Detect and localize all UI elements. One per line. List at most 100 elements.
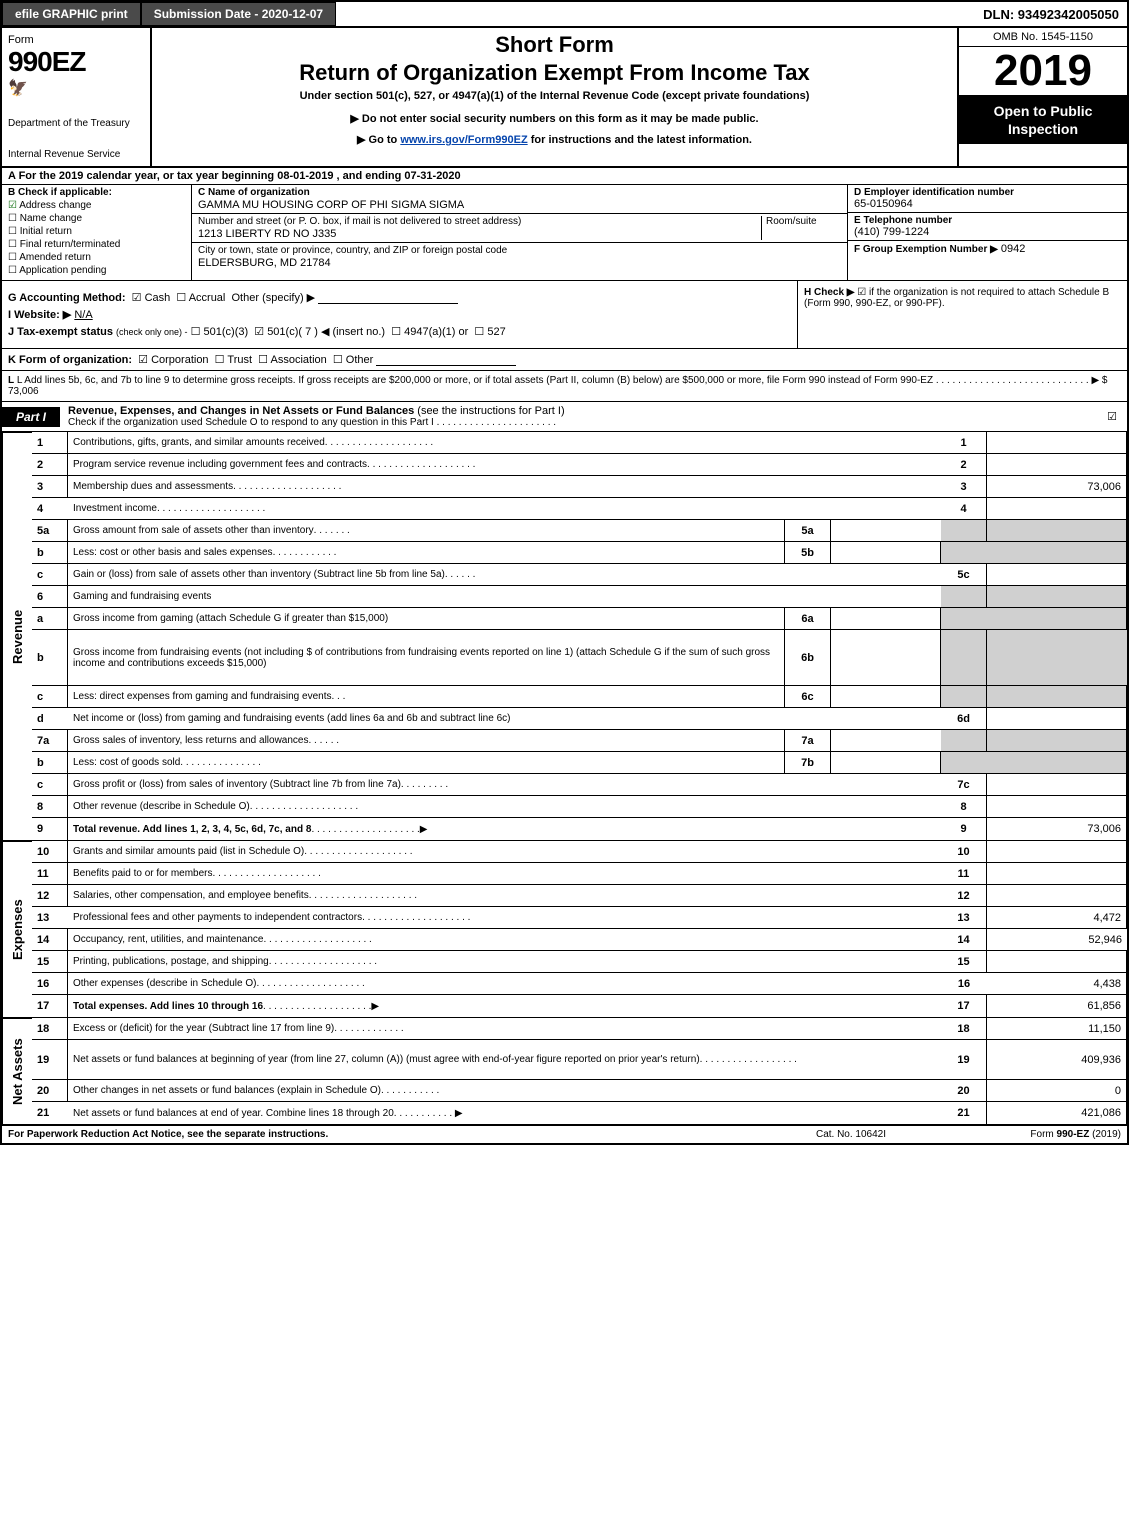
k-other[interactable]: Other [346, 354, 374, 366]
line-7a-shade1 [941, 730, 987, 752]
form-header: Form 990EZ 🦅 Department of the Treasury … [2, 28, 1127, 168]
topbar: efile GRAPHIC print Submission Date - 20… [2, 2, 1127, 28]
line-21-desc: Net assets or fund balances at end of ye… [68, 1102, 941, 1124]
d-ein-label: D Employer identification number [854, 187, 1121, 198]
line-19-desc: Net assets or fund balances at beginning… [68, 1040, 941, 1080]
line-9-desc: Total revenue. Add lines 1, 2, 3, 4, 5c,… [68, 818, 941, 840]
chk-application-pending[interactable]: Application pending [8, 265, 185, 276]
j-sub: (check only one) - [116, 327, 188, 337]
chk-address-change[interactable]: Address change [8, 200, 185, 211]
efile-print-button[interactable]: efile GRAPHIC print [2, 2, 141, 26]
f-group-label: F Group Exemption Number ▶ [854, 244, 998, 255]
line-7b-amt [831, 752, 941, 774]
form-word: Form [8, 34, 144, 46]
line-17-amt: 61,856 [987, 995, 1127, 1017]
line-7c-rn: 7c [941, 774, 987, 796]
j-501c3[interactable]: 501(c)(3) [204, 326, 249, 338]
chk-final-return[interactable]: Final return/terminated [8, 239, 185, 250]
j-tax-exempt: J Tax-exempt status (check only one) - ☐… [8, 325, 791, 338]
under-section: Under section 501(c), 527, or 4947(a)(1)… [158, 90, 951, 102]
dept-label: Department of the Treasury [8, 118, 144, 129]
line-17-num: 17 [32, 995, 68, 1017]
submission-date-button[interactable]: Submission Date - 2020-12-07 [141, 2, 336, 26]
line-8-num: 8 [32, 796, 68, 818]
line-5c-desc: Gain or (loss) from sale of assets other… [68, 564, 941, 586]
col-b-checkboxes: B Check if applicable: Address change Na… [2, 185, 192, 280]
line-15-rn: 15 [941, 951, 987, 973]
line-12-desc: Salaries, other compensation, and employ… [68, 885, 941, 907]
part-i-title-text: Revenue, Expenses, and Changes in Net As… [68, 405, 414, 417]
line-21-num: 21 [32, 1102, 68, 1124]
irs-seal-icon: 🦅 [8, 78, 144, 98]
line-3-desc: Membership dues and assessments [68, 476, 941, 498]
line-5b-amt [831, 542, 941, 564]
j-527[interactable]: 527 [487, 326, 505, 338]
line-12-rn: 12 [941, 885, 987, 907]
line-6a-sn: 6a [785, 608, 831, 630]
line-4-rn: 4 [941, 498, 987, 520]
j-label: J Tax-exempt status [8, 326, 113, 338]
footer-r-form: 990-EZ [1057, 1129, 1090, 1140]
goto-pre: ▶ Go to [357, 134, 400, 146]
line-13-rn: 13 [941, 907, 987, 929]
g-other-input[interactable] [318, 292, 458, 304]
line-1-num: 1 [32, 432, 68, 454]
chk-name-change[interactable]: Name change [8, 213, 185, 224]
part-i-title-sub: (see the instructions for Part I) [417, 405, 564, 417]
irs-label: Internal Revenue Service [8, 149, 144, 160]
row-a-end: 07-31-2020 [404, 170, 460, 182]
line-7b-shade2 [987, 752, 1127, 774]
k-corp[interactable]: Corporation [151, 354, 208, 366]
line-18-rn: 18 [941, 1018, 987, 1040]
goto-post: for instructions and the latest informat… [528, 134, 752, 146]
line-5a-shade2 [987, 520, 1127, 542]
line-15-num: 15 [32, 951, 68, 973]
line-4-num: 4 [32, 498, 68, 520]
line-10-desc: Grants and similar amounts paid (list in… [68, 841, 941, 863]
part-i-checkbox[interactable]: ☑ [1097, 410, 1127, 423]
f-group: F Group Exemption Number ▶ 0942 [848, 241, 1127, 280]
line-14-num: 14 [32, 929, 68, 951]
k-trust[interactable]: Trust [227, 354, 252, 366]
line-17-desc: Total expenses. Add lines 10 through 16 … [68, 995, 941, 1017]
omb-number: OMB No. 1545-1150 [959, 28, 1127, 47]
chk-amended-return[interactable]: Amended return [8, 252, 185, 263]
col-g: G Accounting Method: ☑ Cash ☐ Accrual Ot… [2, 281, 797, 348]
line-9-num: 9 [32, 818, 68, 840]
header-center: Short Form Return of Organization Exempt… [152, 28, 957, 166]
line-6a-shade2 [987, 608, 1127, 630]
k-assoc[interactable]: Association [271, 354, 327, 366]
line-13-amt: 4,472 [987, 907, 1127, 929]
line-7b-desc: Less: cost of goods sold . . . . . . . .… [68, 752, 785, 774]
line-7a-sn: 7a [785, 730, 831, 752]
irs-link[interactable]: www.irs.gov/Form990EZ [400, 134, 527, 146]
line-7a-desc: Gross sales of inventory, less returns a… [68, 730, 785, 752]
ssn-warning: ▶ Do not enter social security numbers o… [158, 112, 951, 125]
line-11-desc: Benefits paid to or for members [68, 863, 941, 885]
line-9-amt: 73,006 [987, 818, 1127, 840]
line-7c-num: c [32, 774, 68, 796]
line-13-num: 13 [32, 907, 68, 929]
line-2-desc: Program service revenue including govern… [68, 454, 941, 476]
line-6b-sn: 6b [785, 630, 831, 686]
j-501c[interactable]: 501(c)( 7 ) ◀ (insert no.) [267, 326, 385, 338]
line-6d-amt [987, 708, 1127, 730]
line-5a-desc: Gross amount from sale of assets other t… [68, 520, 785, 542]
chk-initial-return[interactable]: Initial return [8, 226, 185, 237]
g-accrual[interactable]: Accrual [189, 292, 226, 304]
g-accounting: G Accounting Method: ☑ Cash ☐ Accrual Ot… [8, 291, 791, 304]
g-cash[interactable]: Cash [145, 292, 171, 304]
line-6c-num: c [32, 686, 68, 708]
g-other[interactable]: Other (specify) ▶ [232, 292, 316, 304]
k-label: K Form of organization: [8, 354, 132, 366]
c-room: Room/suite [761, 216, 841, 240]
j-4947[interactable]: 4947(a)(1) or [404, 326, 468, 338]
k-other-input[interactable] [376, 354, 516, 366]
line-6-num: 6 [32, 586, 68, 608]
expenses-grid: Expenses 10 Grants and similar amounts p… [2, 841, 1127, 1018]
line-1-amt [987, 432, 1127, 454]
line-6d-desc: Net income or (loss) from gaming and fun… [68, 708, 941, 730]
line-2-rn: 2 [941, 454, 987, 476]
line-6-desc: Gaming and fundraising events [68, 586, 941, 608]
c-room-label: Room/suite [766, 216, 841, 227]
